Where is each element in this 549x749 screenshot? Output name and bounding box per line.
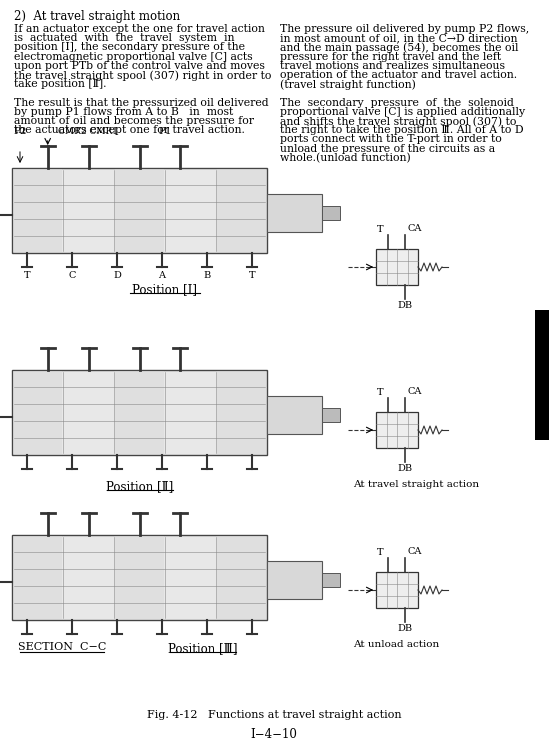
Bar <box>115 169 164 252</box>
Bar <box>217 371 266 454</box>
Text: DB: DB <box>398 301 413 310</box>
Bar <box>12 535 267 620</box>
Text: Position [Ⅱ]: Position [Ⅱ] <box>106 480 173 493</box>
Bar <box>322 206 340 219</box>
Text: I−4−10: I−4−10 <box>250 728 298 741</box>
Text: amount of oil and becomes the pressure for: amount of oil and becomes the pressure f… <box>14 116 254 126</box>
Text: the travel straight spool (307) right in order to: the travel straight spool (307) right in… <box>14 70 271 81</box>
Text: D: D <box>113 271 121 280</box>
Text: in most amount of oil, in the C→D direction: in most amount of oil, in the C→D direct… <box>280 33 518 43</box>
Text: upon port PTb of the control valve and moves: upon port PTb of the control valve and m… <box>14 61 265 71</box>
Text: The result is that the pressurized oil delivered: The result is that the pressurized oil d… <box>14 97 268 108</box>
Text: Fig. 4-12   Functions at travel straight action: Fig. 4-12 Functions at travel straight a… <box>147 710 401 720</box>
Text: The  secondary  pressure  of  the  solenoid: The secondary pressure of the solenoid <box>280 97 514 108</box>
Text: CA: CA <box>407 387 422 396</box>
Bar <box>13 169 62 252</box>
Text: pressure for the right travel and the left: pressure for the right travel and the le… <box>280 52 501 61</box>
Text: T: T <box>24 271 31 280</box>
Text: B: B <box>203 271 210 280</box>
Text: Position [Ⅰ]: Position [Ⅰ] <box>132 283 198 296</box>
Text: (travel straight function): (travel straight function) <box>280 79 416 90</box>
Text: CA: CA <box>407 547 422 556</box>
Text: DB: DB <box>398 624 413 633</box>
Text: and shifts the travel straight spool (307) to: and shifts the travel straight spool (30… <box>280 116 517 127</box>
Text: and the main passage (54), becomes the oil: and the main passage (54), becomes the o… <box>280 43 518 53</box>
Text: travel motions and realizes simultaneous: travel motions and realizes simultaneous <box>280 61 505 71</box>
Text: SECTION  C−C: SECTION C−C <box>18 642 106 652</box>
Text: is  actuated  with  the  travel  system  in: is actuated with the travel system in <box>14 33 234 43</box>
Bar <box>115 371 164 454</box>
Text: unload the pressure of the circuits as a: unload the pressure of the circuits as a <box>280 144 495 154</box>
Bar <box>376 249 418 285</box>
Text: DB: DB <box>398 464 413 473</box>
Bar <box>115 536 164 619</box>
Bar <box>535 310 549 440</box>
Text: 2)  At travel straight motion: 2) At travel straight motion <box>14 10 180 23</box>
Bar <box>376 572 418 608</box>
Text: take position [Ⅱ].: take position [Ⅱ]. <box>14 79 107 89</box>
Text: P2: P2 <box>13 127 27 136</box>
Text: T: T <box>377 225 383 234</box>
Bar <box>267 395 322 434</box>
Bar <box>376 412 418 448</box>
Text: At unload action: At unload action <box>353 640 439 649</box>
Text: proportional valve [C] is applied additionally: proportional valve [C] is applied additi… <box>280 107 525 117</box>
Text: T: T <box>377 548 383 557</box>
Text: CMR2 CMR1: CMR2 CMR1 <box>59 127 119 136</box>
Bar <box>13 371 62 454</box>
Bar <box>267 560 322 598</box>
Text: T: T <box>248 271 255 280</box>
Text: The pressure oil delivered by pump P2 flows,: The pressure oil delivered by pump P2 fl… <box>280 24 529 34</box>
Text: Position [Ⅲ]: Position [Ⅲ] <box>169 642 238 655</box>
Text: A: A <box>159 271 165 280</box>
Text: whole.(unload function): whole.(unload function) <box>280 153 411 163</box>
Text: C: C <box>69 271 76 280</box>
Bar <box>267 193 322 231</box>
Text: T: T <box>377 388 383 397</box>
Text: CA: CA <box>407 224 422 233</box>
Text: the actuators except one for travel action.: the actuators except one for travel acti… <box>14 125 245 136</box>
Bar <box>12 168 267 253</box>
Bar <box>322 408 340 422</box>
Text: the right to take the position Ⅲ. All of A to D: the right to take the position Ⅲ. All of… <box>280 125 524 136</box>
Bar <box>12 370 267 455</box>
Text: position [Ⅰ], the secondary pressure of the: position [Ⅰ], the secondary pressure of … <box>14 43 245 52</box>
Text: P1: P1 <box>158 127 172 136</box>
Bar <box>13 536 62 619</box>
Text: ports connect with the T-port in order to: ports connect with the T-port in order t… <box>280 134 502 145</box>
Bar <box>217 169 266 252</box>
Bar <box>322 573 340 586</box>
Text: If an actuator except the one for travel action: If an actuator except the one for travel… <box>14 24 265 34</box>
Bar <box>217 536 266 619</box>
Text: At travel straight action: At travel straight action <box>353 480 479 489</box>
Text: operation of the actuator and travel action.: operation of the actuator and travel act… <box>280 70 517 80</box>
Text: by pump P1 flows from A to B   in  most: by pump P1 flows from A to B in most <box>14 107 233 117</box>
Text: electromagnetic proportional valve [C] acts: electromagnetic proportional valve [C] a… <box>14 52 253 61</box>
